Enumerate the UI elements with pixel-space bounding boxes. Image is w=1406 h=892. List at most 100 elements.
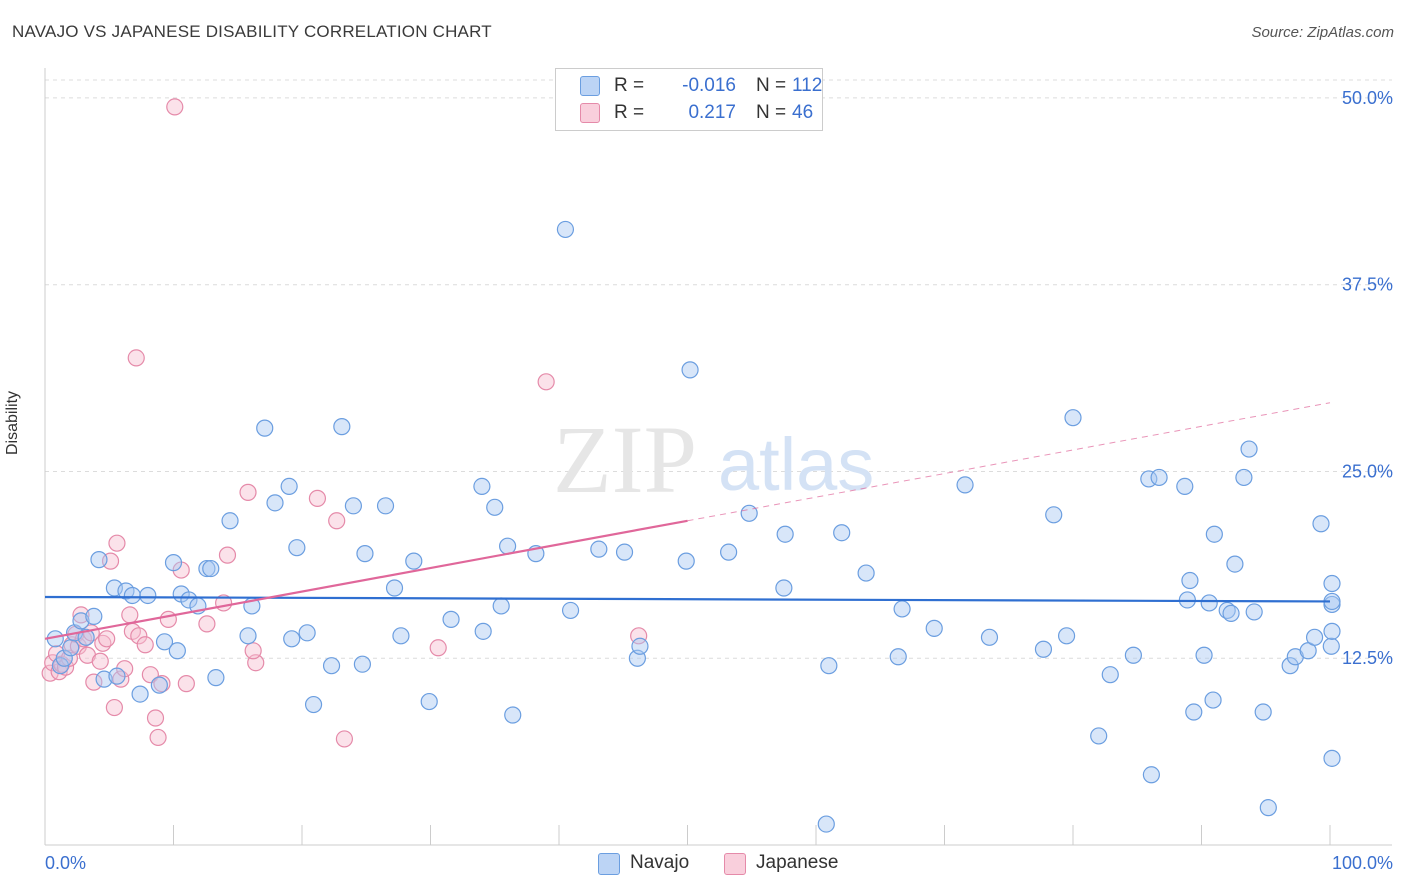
- japanese-legend-swatch: [724, 853, 746, 875]
- japanese-point-36: [198, 615, 216, 633]
- japanese-point-42: [328, 512, 346, 530]
- navajo-point-55: [561, 601, 580, 620]
- navajo-point-9: [95, 670, 113, 688]
- navajo-point-50: [492, 597, 510, 615]
- navajo-point-92: [1205, 525, 1223, 543]
- navajo-point-62: [720, 543, 738, 561]
- navajo-point-68: [833, 524, 851, 542]
- navajo-point-56: [590, 540, 608, 558]
- navajo-point-99: [1254, 703, 1272, 721]
- navajo-point-109: [1323, 622, 1341, 640]
- y-tick-label-2: 37.5%: [1342, 275, 1393, 295]
- navajo-point-14: [131, 685, 149, 703]
- navajo-point-79: [1090, 727, 1108, 745]
- navajo-point-88: [1185, 703, 1203, 721]
- navajo-point-2: [55, 649, 73, 667]
- navajo-point-29: [256, 419, 274, 437]
- navajo-point-13: [123, 586, 141, 605]
- japanese-point-45: [537, 373, 555, 391]
- navajo-point-78: [1064, 409, 1082, 427]
- navajo-point-8: [90, 551, 108, 569]
- navajo-point-42: [385, 579, 404, 597]
- japanese-point-10: [72, 606, 90, 624]
- navajo-point-91: [1204, 691, 1222, 709]
- navajo-n-value: 112: [792, 75, 823, 96]
- navajo-point-36: [322, 657, 341, 675]
- watermark-zip: ZIP: [553, 406, 697, 513]
- navajo-point-70: [889, 648, 907, 666]
- navajo-point-19: [168, 642, 186, 660]
- navajo-point-107: [1323, 574, 1341, 593]
- navajo-point-75: [1034, 640, 1053, 658]
- japanese-point-27: [136, 636, 154, 654]
- navajo-point-59: [631, 637, 649, 655]
- navajo-point-94: [1222, 604, 1240, 623]
- japanese-legend-label: Japanese: [756, 852, 839, 873]
- navajo-point-16: [150, 676, 168, 694]
- navajo-point-21: [180, 591, 198, 609]
- y-tick-label-3: 50.0%: [1342, 88, 1393, 108]
- japanese-point-39: [239, 483, 257, 501]
- navajo-point-27: [239, 627, 257, 645]
- stats-legend: R = -0.016 N = 112 R = 0.217 N = 46: [555, 68, 823, 131]
- navajo-point-18: [164, 554, 183, 572]
- navajo-point-66: [817, 815, 835, 833]
- navajo-point-17: [155, 633, 174, 651]
- navajo-point-43: [392, 627, 410, 645]
- x-tick-label-end: 100.0%: [1332, 853, 1393, 873]
- chart-title: NAVAJO VS JAPANESE DISABILITY CORRELATIO…: [12, 22, 492, 41]
- navajo-point-97: [1240, 440, 1258, 458]
- japanese-point-25: [127, 349, 145, 367]
- trend-lines: [44, 402, 1331, 640]
- y-tick-label-1: 25.0%: [1342, 461, 1393, 481]
- navajo-point-106: [1322, 637, 1340, 655]
- navajo-point-32: [280, 477, 298, 496]
- navajo-point-47: [473, 477, 491, 496]
- navajo-legend-swatch: [598, 853, 620, 875]
- navajo-point-41: [376, 497, 395, 515]
- japanese-point-19: [105, 698, 123, 717]
- japanese-r-label: R =: [614, 102, 645, 123]
- japanese-trend-line: [44, 519, 688, 640]
- navajo-point-45: [420, 692, 438, 711]
- navajo-point-33: [288, 539, 306, 557]
- japanese-point-14: [85, 673, 103, 691]
- navajo-point-100: [1259, 799, 1277, 817]
- navajo-swatch: [580, 76, 600, 96]
- navajo-point-73: [956, 476, 974, 494]
- japanese-point-30: [149, 728, 167, 747]
- navajo-point-104: [1305, 628, 1324, 646]
- navajo-point-98: [1245, 603, 1263, 621]
- navajo-point-7: [85, 607, 103, 625]
- navajo-point-65: [776, 525, 794, 543]
- japanese-point-44: [429, 639, 447, 657]
- navajo-point-34: [298, 624, 316, 642]
- navajo-point-105: [1312, 515, 1330, 533]
- navajo-point-63: [740, 504, 758, 522]
- navajo-point-81: [1124, 646, 1142, 664]
- navajo-r-label: R =: [614, 75, 645, 96]
- navajo-point-85: [1176, 477, 1194, 496]
- source-label: Source: ZipAtlas.com: [1251, 24, 1394, 41]
- japanese-point-32: [159, 610, 177, 628]
- y-axis-label: Disability: [4, 390, 21, 455]
- navajo-point-80: [1101, 666, 1119, 684]
- navajo-point-54: [556, 220, 575, 239]
- navajo-point-5: [72, 612, 90, 630]
- navajo-point-76: [1045, 506, 1063, 524]
- watermark-atlas: atlas: [718, 423, 874, 506]
- japanese-point-41: [308, 489, 327, 507]
- navajo-point-83: [1142, 766, 1160, 784]
- japanese-n-value: 46: [792, 102, 814, 123]
- navajo-point-46: [442, 610, 460, 628]
- japanese-point-29: [146, 709, 165, 727]
- japanese-point-47: [244, 642, 262, 660]
- navajo-point-74: [980, 628, 999, 646]
- navajo-point-96: [1235, 468, 1253, 487]
- navajo-point-61: [681, 361, 699, 379]
- navajo-point-24: [202, 559, 220, 578]
- navajo-point-37: [333, 418, 351, 436]
- navajo-point-101: [1281, 657, 1299, 675]
- navajo-point-23: [198, 559, 216, 578]
